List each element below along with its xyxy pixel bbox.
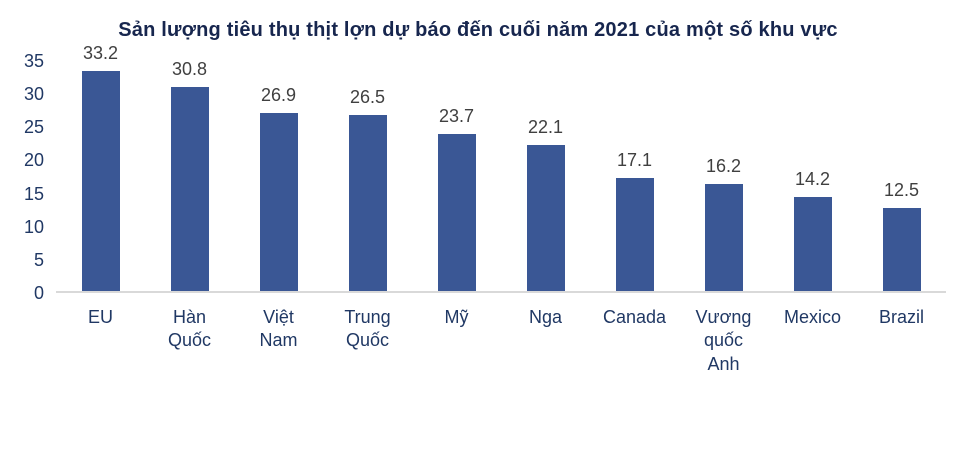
bar-group: 26.5 bbox=[323, 87, 412, 291]
bar-value-label: 26.5 bbox=[349, 87, 386, 108]
category-label: EU bbox=[87, 307, 113, 327]
bar-value-label: 12.5 bbox=[883, 180, 920, 201]
category-label: Nga bbox=[528, 307, 563, 327]
category-label: Mexico bbox=[783, 307, 841, 327]
y-tick-label: 0 bbox=[33, 283, 44, 303]
y-tick-label: 20 bbox=[23, 150, 44, 171]
bar bbox=[170, 86, 209, 291]
y-tick-label: 35 bbox=[23, 51, 44, 71]
bar bbox=[882, 208, 921, 291]
bar-value-label: 17.1 bbox=[616, 149, 653, 170]
bar-group: 16.2 bbox=[679, 156, 768, 291]
bar-group: 12.5 bbox=[857, 180, 946, 291]
bar-value-label: 23.7 bbox=[438, 105, 475, 126]
category-label: Trung Quốc bbox=[344, 307, 391, 351]
category-label: Vương quốc Anh bbox=[695, 307, 752, 374]
chart-title: Sản lượng tiêu thụ thịt lợn dự báo đến c… bbox=[118, 19, 838, 41]
bar-value-label: 30.8 bbox=[171, 58, 208, 79]
plot-area: 33.2 30.8 26.9 26.5 23.7 22.1 17.1 16.2 14.2 12.5 bbox=[56, 43, 946, 293]
y-tick-label: 15 bbox=[23, 183, 44, 204]
bar-group: 30.8 bbox=[145, 59, 234, 291]
bar-value-label: 14.2 bbox=[794, 168, 831, 189]
bar bbox=[348, 115, 387, 291]
bar-value-label: 26.9 bbox=[260, 84, 297, 105]
bar-group: 22.1 bbox=[501, 117, 590, 291]
bar-group: 14.2 bbox=[768, 169, 857, 291]
axis-corner-spacer bbox=[10, 293, 56, 376]
bar-group: 17.1 bbox=[590, 150, 679, 291]
bar bbox=[437, 133, 476, 291]
bar bbox=[615, 177, 654, 291]
x-axis-labels: EU Hàn Quốc Việt Nam Trung Quốc Mỹ Nga Canada V… bbox=[56, 293, 946, 376]
bar-value-label: 16.2 bbox=[705, 155, 742, 176]
y-tick-label: 5 bbox=[33, 249, 44, 270]
category-label: Mỹ bbox=[444, 307, 469, 327]
category-label: Việt Nam bbox=[259, 307, 298, 351]
bar-group: 23.7 bbox=[412, 106, 501, 291]
bar bbox=[793, 196, 832, 291]
category-label: Brazil bbox=[878, 307, 924, 327]
y-axis: 35 30 25 20 15 10 5 0 bbox=[10, 51, 56, 303]
y-tick-label: 25 bbox=[23, 117, 44, 138]
bar bbox=[704, 183, 743, 291]
category-label: Hàn Quốc bbox=[167, 307, 212, 351]
bar-value-label: 22.1 bbox=[527, 116, 564, 137]
bar-chart: 35 30 25 20 15 10 5 0 33.2 30.8 26.9 26.5 23.7 22.1 1… bbox=[10, 43, 946, 376]
bar-group: 26.9 bbox=[234, 85, 323, 291]
bar-value-label: 33.2 bbox=[82, 42, 119, 63]
y-tick-label: 30 bbox=[23, 84, 44, 105]
category-label: Canada bbox=[602, 307, 667, 327]
bar-group: 33.2 bbox=[56, 43, 145, 291]
bar bbox=[259, 112, 298, 291]
bar bbox=[526, 144, 565, 291]
bar bbox=[81, 70, 120, 291]
y-tick-label: 10 bbox=[23, 216, 44, 237]
